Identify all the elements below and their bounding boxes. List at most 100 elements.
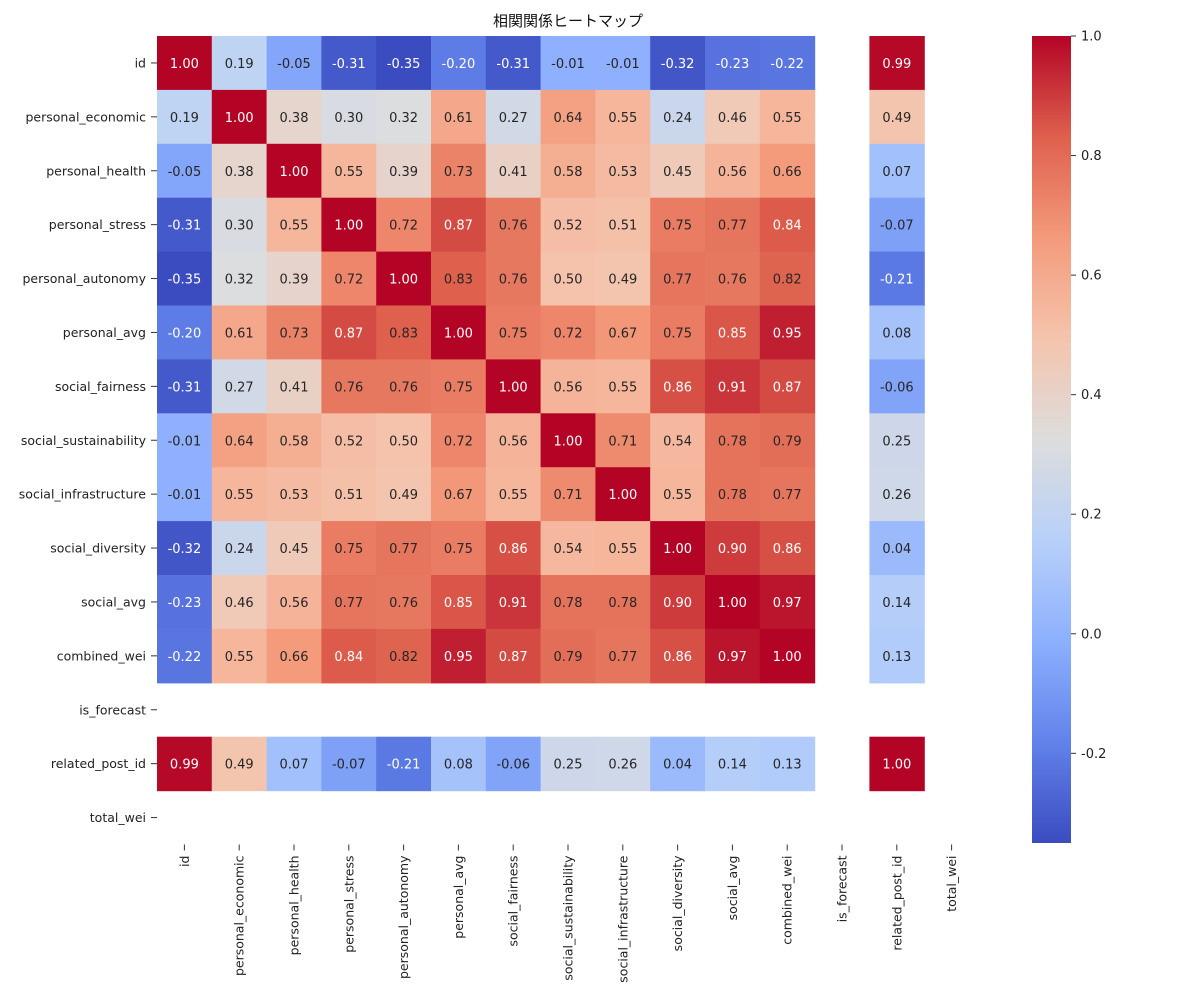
cell-value-label: 0.55	[608, 542, 637, 557]
cell-value-label: 0.55	[499, 488, 528, 503]
heatmap-cell	[321, 359, 377, 414]
heatmap-cell	[595, 89, 651, 145]
cell-value-label: -0.23	[716, 57, 750, 72]
heatmap-cell	[540, 628, 596, 684]
heatmap-cell	[595, 197, 651, 253]
heatmap-cell	[705, 467, 761, 522]
cell-value-label: 0.39	[280, 273, 309, 288]
heatmap-cell	[759, 628, 816, 684]
cell-value-label: 0.95	[444, 650, 473, 665]
cell-value-label: 0.61	[225, 326, 254, 341]
colorbar: 1.0 0.8 0.6 0.4 0.2 0.0 -0.2	[1032, 30, 1106, 843]
cell-value-label: 0.97	[718, 650, 747, 665]
heatmap-cell	[157, 305, 213, 360]
cell-value-label: 0.26	[882, 488, 911, 503]
cell-value-label: 0.91	[718, 380, 747, 395]
cell-value-label: -0.01	[168, 434, 202, 449]
heatmap-cell	[705, 36, 761, 91]
cell-value-label: -0.01	[168, 488, 202, 503]
heatmap-cell	[705, 575, 761, 630]
cell-value-label: -0.35	[387, 57, 421, 72]
cell-value-label: 0.14	[718, 758, 747, 773]
cell-value-label: 0.76	[389, 596, 418, 611]
cell-value-label: 0.08	[444, 758, 473, 773]
cell-value-label: 0.19	[225, 57, 254, 72]
heatmap-cell	[431, 359, 487, 414]
x-tick-label: social_avg	[725, 856, 740, 921]
heatmap-cell	[485, 521, 542, 576]
cell-value-label: -0.07	[332, 758, 366, 773]
heatmap-cell	[595, 467, 651, 522]
heatmap-cells: 1.00 0.19 -0.05 -0.31 -0.35 -0.20 -0.31 -0.01 -0…	[157, 36, 925, 792]
cell-value-label: 0.58	[554, 165, 583, 180]
heatmap-cell	[157, 197, 213, 253]
cell-value-label: 0.86	[499, 542, 528, 557]
cell-value-label: 0.52	[334, 434, 363, 449]
heatmap-cell	[266, 89, 322, 145]
cell-value-label: 0.78	[554, 596, 583, 611]
heatmap-cell	[376, 575, 432, 630]
heatmap-cell	[540, 575, 596, 630]
heatmap-cell	[211, 413, 268, 468]
heatmap-cell	[321, 197, 377, 253]
heatmap-cell	[650, 736, 706, 792]
heatmap-cell	[376, 736, 432, 792]
cell-value-label: 0.41	[499, 165, 528, 180]
colorbar-tick-label: 0.2	[1081, 508, 1102, 523]
y-tick-label: related_post_id	[51, 756, 146, 771]
cell-value-label: 0.99	[170, 758, 199, 773]
heatmap-cell	[595, 359, 651, 414]
heatmap-cell	[705, 628, 761, 684]
heatmap-cell	[431, 143, 487, 199]
cell-value-label: 0.41	[280, 380, 309, 395]
cell-value-label: 0.32	[225, 273, 254, 288]
colorbar-tick-label: -0.2	[1081, 747, 1106, 762]
heatmap-cell	[321, 521, 377, 576]
heatmap-cell	[431, 628, 487, 684]
cell-value-label: 0.75	[444, 542, 473, 557]
cell-value-label: -0.06	[496, 758, 530, 773]
cell-value-label: 0.87	[499, 650, 528, 665]
heatmap-cell	[759, 305, 816, 360]
cell-value-label: 0.53	[608, 165, 637, 180]
cell-value-label: 1.00	[718, 596, 747, 611]
heatmap-cell	[595, 305, 651, 360]
cell-value-label: 0.76	[389, 380, 418, 395]
heatmap-cell	[759, 413, 816, 468]
heatmap-cell	[376, 36, 432, 91]
heatmap-cell	[705, 521, 761, 576]
heatmap-cell	[485, 89, 542, 145]
cell-value-label: -0.32	[661, 57, 695, 72]
cell-value-label: 0.55	[773, 111, 802, 126]
cell-value-label: 0.38	[280, 111, 309, 126]
y-tick-label: social_fairness	[55, 379, 146, 394]
x-tick-label: related_post_id	[889, 856, 904, 951]
heatmap-cell	[705, 251, 761, 307]
heatmap-cell	[650, 305, 706, 360]
heatmap-cell	[595, 413, 651, 468]
cell-value-label: 0.85	[444, 596, 473, 611]
cell-value-label: -0.06	[880, 380, 914, 395]
cell-value-label: 0.87	[444, 219, 473, 234]
cell-value-label: 0.51	[608, 219, 637, 234]
heatmap-cell	[431, 521, 487, 576]
heatmap-cell	[869, 36, 925, 91]
cell-value-label: 0.55	[608, 380, 637, 395]
cell-value-label: 0.55	[608, 111, 637, 126]
heatmap-cell	[431, 36, 487, 91]
cell-value-label: 1.00	[663, 542, 692, 557]
heatmap-cell	[485, 251, 542, 307]
heatmap-cell	[321, 575, 377, 630]
cell-value-label: -0.31	[332, 57, 366, 72]
heatmap-cell	[705, 305, 761, 360]
heatmap-cell	[759, 251, 816, 307]
cell-value-label: 0.75	[663, 219, 692, 234]
cell-value-label: 0.78	[608, 596, 637, 611]
heatmap-cell	[540, 251, 596, 307]
x-tick-label: personal_autonomy	[396, 855, 411, 979]
heatmap-cell	[705, 89, 761, 145]
cell-value-label: 0.95	[773, 326, 802, 341]
heatmap-cell	[650, 36, 706, 91]
heatmap-cell	[595, 143, 651, 199]
